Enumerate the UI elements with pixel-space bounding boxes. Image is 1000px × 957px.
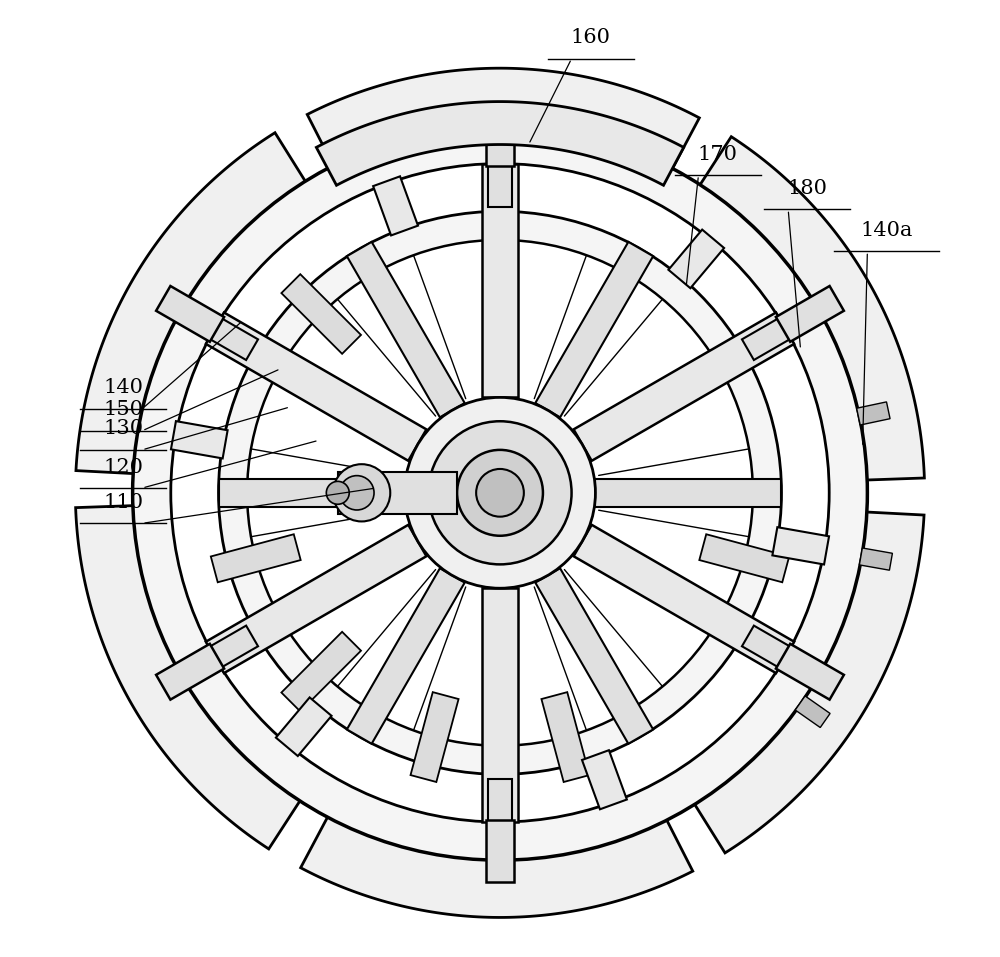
Text: 140a: 140a	[860, 221, 913, 240]
Text: 150: 150	[103, 400, 143, 419]
Text: 120: 120	[103, 457, 143, 477]
Polygon shape	[742, 626, 795, 670]
Text: 170: 170	[698, 145, 738, 164]
Polygon shape	[76, 504, 313, 849]
Text: 110: 110	[103, 493, 143, 512]
Polygon shape	[316, 101, 684, 186]
Circle shape	[219, 211, 781, 774]
Polygon shape	[205, 626, 258, 670]
Polygon shape	[742, 316, 795, 360]
Polygon shape	[535, 242, 653, 417]
Circle shape	[247, 240, 753, 746]
Circle shape	[476, 469, 524, 517]
Circle shape	[333, 464, 390, 522]
Polygon shape	[281, 632, 361, 711]
Polygon shape	[338, 472, 457, 514]
Polygon shape	[276, 698, 332, 756]
Circle shape	[405, 397, 595, 589]
Polygon shape	[301, 796, 693, 918]
Polygon shape	[772, 527, 829, 565]
Circle shape	[326, 481, 349, 504]
Polygon shape	[486, 104, 514, 166]
Polygon shape	[205, 316, 258, 360]
Polygon shape	[76, 133, 318, 475]
Circle shape	[340, 476, 374, 510]
Circle shape	[171, 164, 829, 822]
Polygon shape	[699, 534, 789, 582]
Polygon shape	[486, 819, 514, 881]
Polygon shape	[776, 644, 844, 700]
Polygon shape	[687, 137, 924, 480]
Polygon shape	[156, 644, 224, 700]
Circle shape	[133, 125, 867, 860]
Polygon shape	[156, 286, 224, 342]
Polygon shape	[482, 589, 518, 822]
Polygon shape	[668, 230, 724, 288]
Polygon shape	[307, 68, 699, 189]
Polygon shape	[171, 421, 228, 458]
Polygon shape	[219, 478, 405, 507]
Polygon shape	[574, 313, 794, 461]
Polygon shape	[347, 242, 465, 417]
Polygon shape	[347, 568, 465, 744]
Polygon shape	[541, 692, 589, 782]
Text: 140: 140	[103, 378, 143, 397]
Polygon shape	[776, 286, 844, 342]
Circle shape	[457, 450, 543, 536]
Polygon shape	[488, 779, 512, 827]
Polygon shape	[211, 534, 301, 582]
Polygon shape	[281, 275, 361, 354]
Polygon shape	[682, 511, 924, 853]
Polygon shape	[595, 478, 781, 507]
Polygon shape	[859, 548, 892, 570]
Polygon shape	[373, 176, 418, 235]
Polygon shape	[582, 750, 627, 810]
Text: 160: 160	[571, 28, 611, 47]
Polygon shape	[535, 568, 653, 744]
Polygon shape	[206, 313, 426, 461]
Circle shape	[428, 421, 572, 565]
Polygon shape	[857, 402, 890, 425]
Text: 130: 130	[103, 419, 143, 438]
Polygon shape	[488, 159, 512, 207]
Polygon shape	[574, 524, 794, 673]
Polygon shape	[482, 164, 518, 397]
Text: 180: 180	[787, 179, 827, 198]
Polygon shape	[795, 696, 830, 727]
Polygon shape	[206, 524, 426, 673]
Polygon shape	[411, 692, 459, 782]
